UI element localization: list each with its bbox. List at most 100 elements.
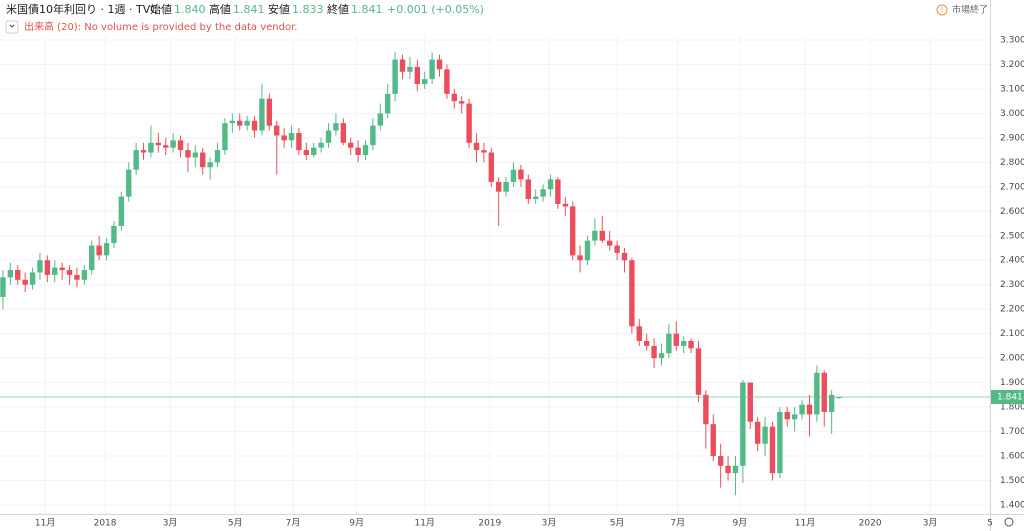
high-label: 高値 <box>209 2 231 16</box>
y-tick-label: 2.000 <box>1000 354 1024 364</box>
candle-body <box>510 169 517 182</box>
volume-notice: 出来高 (20): No volume is provided by the d… <box>24 20 298 33</box>
candle-body <box>614 245 620 253</box>
candle-body <box>296 132 302 151</box>
y-tick-label: 1.500 <box>1000 476 1024 486</box>
candle-body <box>821 372 827 412</box>
candle-body <box>562 203 568 207</box>
candle-body <box>163 145 169 148</box>
y-tick-label: 1.700 <box>1000 427 1024 437</box>
candle-body <box>177 140 184 151</box>
x-tick-label: 2019 <box>478 519 501 529</box>
candle-body <box>488 152 495 182</box>
settings-icon[interactable] <box>1004 517 1014 527</box>
symbol-title: 米国債10年利回り · 1週 · TVC <box>6 2 158 16</box>
candle-body <box>754 421 761 444</box>
candle-body <box>44 260 51 275</box>
x-tick-label: 11月 <box>795 518 815 529</box>
candle-body <box>584 240 591 261</box>
collapse-icon <box>9 24 15 28</box>
candle-body <box>140 150 147 153</box>
y-tick-label: 1.900 <box>1000 378 1024 388</box>
candle-body <box>407 66 413 72</box>
candle-body <box>436 59 443 70</box>
candle-body <box>592 230 598 241</box>
candle-body <box>577 255 583 261</box>
candle-body <box>237 120 243 126</box>
candle-body <box>503 181 509 192</box>
x-tick-label: 7月 <box>670 518 685 529</box>
candle-body <box>0 277 6 297</box>
candle-body <box>621 252 628 261</box>
candle-body <box>66 270 73 275</box>
candle-body <box>695 348 702 395</box>
x-tick-label: 2018 <box>94 519 117 529</box>
candle-body <box>200 152 206 168</box>
y-tick-label: 2.600 <box>1000 207 1024 217</box>
y-tick-label: 1.800 <box>1000 403 1024 413</box>
candle-body <box>481 150 487 153</box>
candle-body <box>244 120 250 126</box>
candle-body <box>740 382 746 466</box>
y-tick-label: 3.100 <box>1000 84 1024 94</box>
candle-body <box>185 150 191 158</box>
candle-body <box>451 93 458 102</box>
y-tick-label: 2.500 <box>1000 231 1024 241</box>
candle-body <box>229 120 236 124</box>
change-value: +0.001 (+0.05%) <box>387 3 484 16</box>
candle-body <box>126 169 132 197</box>
candle-body <box>37 260 43 273</box>
candle-body <box>703 394 709 425</box>
candle-body <box>710 424 716 457</box>
candle-body <box>133 150 139 170</box>
candle-body <box>155 142 162 146</box>
candle-body <box>370 125 376 146</box>
candle-body <box>15 270 21 280</box>
candle-body <box>22 279 28 285</box>
candle-body <box>52 267 58 275</box>
candle-body <box>673 333 679 346</box>
candle-body <box>148 142 154 153</box>
candle-body <box>192 152 199 158</box>
candle-body <box>643 340 650 346</box>
status-icon <box>936 4 948 16</box>
candle-body <box>444 69 450 94</box>
candle-body <box>555 179 561 204</box>
y-tick-label: 3.300 <box>1000 35 1024 45</box>
candle-body <box>377 113 384 126</box>
x-tick-label: 3月 <box>163 518 178 529</box>
x-tick-label: 3月 <box>923 518 938 529</box>
y-tick-label: 2.900 <box>1000 133 1024 143</box>
candle-body <box>814 372 820 415</box>
candle-body <box>340 123 347 143</box>
candle-body <box>385 93 391 114</box>
candle-body <box>222 123 228 151</box>
x-tick-label: 9月 <box>349 518 364 529</box>
candle-body <box>688 340 694 349</box>
candle-body <box>717 456 724 466</box>
y-tick-label: 1.600 <box>1000 452 1024 462</box>
y-tick-label: 2.800 <box>1000 158 1024 168</box>
high-value: 1.841 <box>233 3 265 16</box>
candle-body <box>518 169 524 180</box>
candle-body <box>599 230 605 241</box>
candle-body <box>495 181 502 192</box>
candle-body <box>473 142 480 151</box>
candle-body <box>362 145 369 155</box>
x-tick-label: 9月 <box>733 518 748 529</box>
candle-body <box>658 353 665 359</box>
candles <box>0 52 842 496</box>
candle-body <box>103 243 110 256</box>
candle-body <box>399 59 406 72</box>
candle-body <box>747 382 753 422</box>
candle-body <box>207 162 213 168</box>
candle-body <box>266 98 273 126</box>
open-value: 1.840 <box>174 3 206 16</box>
candle-body <box>59 267 65 271</box>
status-icon-mark: ! <box>940 6 943 15</box>
x-tick-label: 7月 <box>286 518 301 529</box>
candle-body <box>7 270 14 278</box>
market-status: 市場終了 <box>952 4 988 16</box>
candle-body <box>303 150 310 155</box>
